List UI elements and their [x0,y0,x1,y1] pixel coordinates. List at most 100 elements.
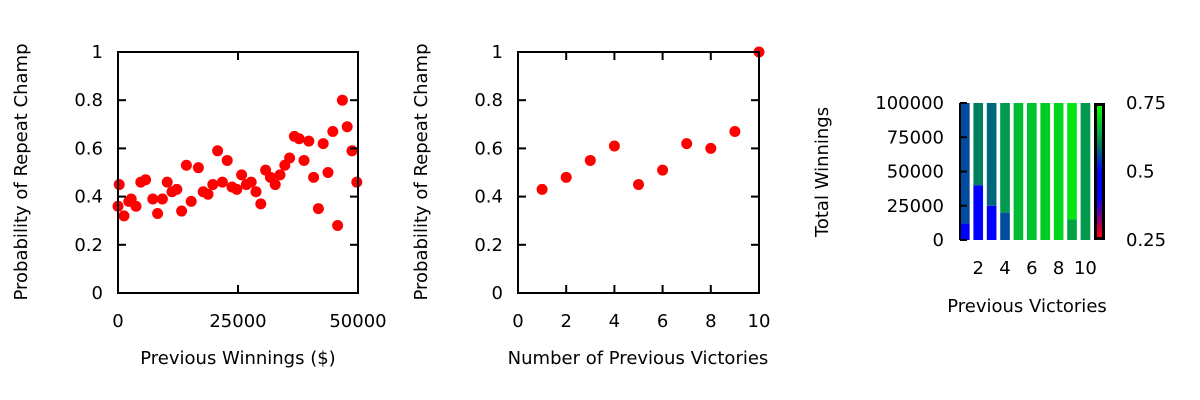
heatmap-ytick-label: 100000 [875,93,944,114]
winnings-point [303,135,315,147]
victories-point [633,179,644,191]
winnings-point [152,207,164,219]
colorbar-tick-label: 0.25 [1126,230,1166,251]
winnings-point [118,210,130,222]
winnings-ytick-label: 0.8 [74,90,103,111]
winnings-point [346,145,358,157]
winnings-point [317,138,329,150]
heatmap-cell [1067,219,1077,240]
winnings-ytick-label: 0.4 [74,187,103,208]
heatmap-cell [973,185,984,240]
winnings-ticks: 0 25000 50000 0 0.2 0.4 0.6 0.8 1 [74,42,386,332]
heatmap-xtick-label: 10 [1074,258,1097,279]
heatmap-cell [1000,212,1010,240]
victories-xtick-label: 0 [512,311,523,332]
victories-ytick-label: 0 [492,283,503,304]
heatmap-xtick-label: 6 [1026,258,1037,279]
winnings-point [221,154,233,166]
heatmap-cell [973,103,984,186]
winnings-point [274,169,286,181]
winnings-ytick-label: 1 [92,42,103,63]
winnings-point [308,171,320,183]
heatmap-ytick-label: 0 [933,230,944,251]
heatmap-ytick-label: 50000 [887,162,944,183]
victories-xtick-label: 4 [609,311,620,332]
winnings-point [322,167,334,178]
winnings-point [231,183,243,195]
victories-points [536,46,765,195]
panel-victories-scatter: 0 2 4 6 8 10 0 0.2 0.4 0.6 0.8 1 Number of Previous… [411,42,770,369]
heatmap-cell [1067,103,1077,220]
heatmap-xtick-label: 4 [999,258,1010,279]
winnings-ylabel: Probability of Repeat Champ [11,44,32,301]
winnings-point [245,176,257,188]
heatmap-cell [960,103,970,224]
victories-ytick-label: 1 [492,42,503,63]
victories-point [681,138,693,150]
heatmap-cells [960,103,1091,240]
winnings-point [293,133,305,145]
victories-ticks: 0 2 4 6 8 10 0 0.2 0.4 0.6 0.8 1 [474,42,770,332]
winnings-point [312,203,324,215]
victories-point [657,164,669,176]
victories-point [729,126,741,138]
heatmap-ticks: 0 25000 50000 75000 100000 2 4 6 8 10 [875,93,1097,279]
winnings-point [185,195,197,207]
winnings-point [207,179,219,191]
winnings-point [327,126,339,138]
winnings-point [176,205,188,217]
heatmap-xtick-label: 2 [972,258,983,279]
winnings-xtick-label: 0 [112,311,123,332]
winnings-point [156,193,168,205]
heatmap-cell [960,223,970,240]
victories-ytick-label: 0.8 [474,90,503,111]
panel-heatmap: 0.25 0.5 0.75 0 25000 50000 75000 100000 2 4 6 8 10… [812,93,1166,317]
winnings-point [212,145,224,157]
winnings-point [298,154,310,166]
winnings-ytick-label: 0.6 [74,138,103,159]
winnings-point [161,176,173,188]
winnings-point [255,198,267,210]
victories-point [536,183,548,195]
winnings-points [112,94,363,232]
victories-point [584,154,596,166]
winnings-point [192,162,204,174]
heatmap-ytick-label: 25000 [887,196,944,217]
colorbar-scale [1097,106,1102,237]
winnings-ytick-label: 0.2 [74,235,103,256]
winnings-point [180,159,192,171]
winnings-point [336,94,348,106]
winnings-point [284,152,296,164]
victories-xlabel: Number of Previous Victories [508,348,769,369]
heatmap-ylabel: Total Winnings [812,107,833,238]
winnings-point [250,186,262,198]
winnings-point [216,176,228,188]
colorbar-tick-label: 0.75 [1126,93,1166,114]
heatmap-cell [1000,103,1010,213]
winnings-point [147,193,159,205]
winnings-point [236,169,248,181]
winnings-point [113,179,125,191]
heatmap-xtick-label: 8 [1053,258,1064,279]
victories-ytick-label: 0.2 [474,235,503,256]
winnings-point [341,121,353,133]
victories-point [560,171,572,183]
heatmap-ytick-label: 75000 [887,127,944,148]
colorbar-tick-label: 0.5 [1126,162,1155,183]
panel-winnings-scatter: 0 25000 50000 0 0.2 0.4 0.6 0.8 1 Previous Winni… [11,42,387,369]
winnings-ytick-label: 0 [92,283,103,304]
heatmap-cell [1027,103,1037,240]
winnings-point [351,176,363,188]
victories-point [705,142,717,154]
heatmap-cell [1080,103,1091,240]
winnings-xtick-label: 25000 [209,311,266,332]
winnings-point [332,220,344,232]
winnings-point [130,200,142,212]
winnings-point [171,183,183,195]
heatmap-cell [986,103,997,206]
heatmap-cell [1053,103,1064,240]
victories-point [608,140,620,152]
heatmap-cell [1040,103,1051,240]
winnings-point [202,188,214,200]
